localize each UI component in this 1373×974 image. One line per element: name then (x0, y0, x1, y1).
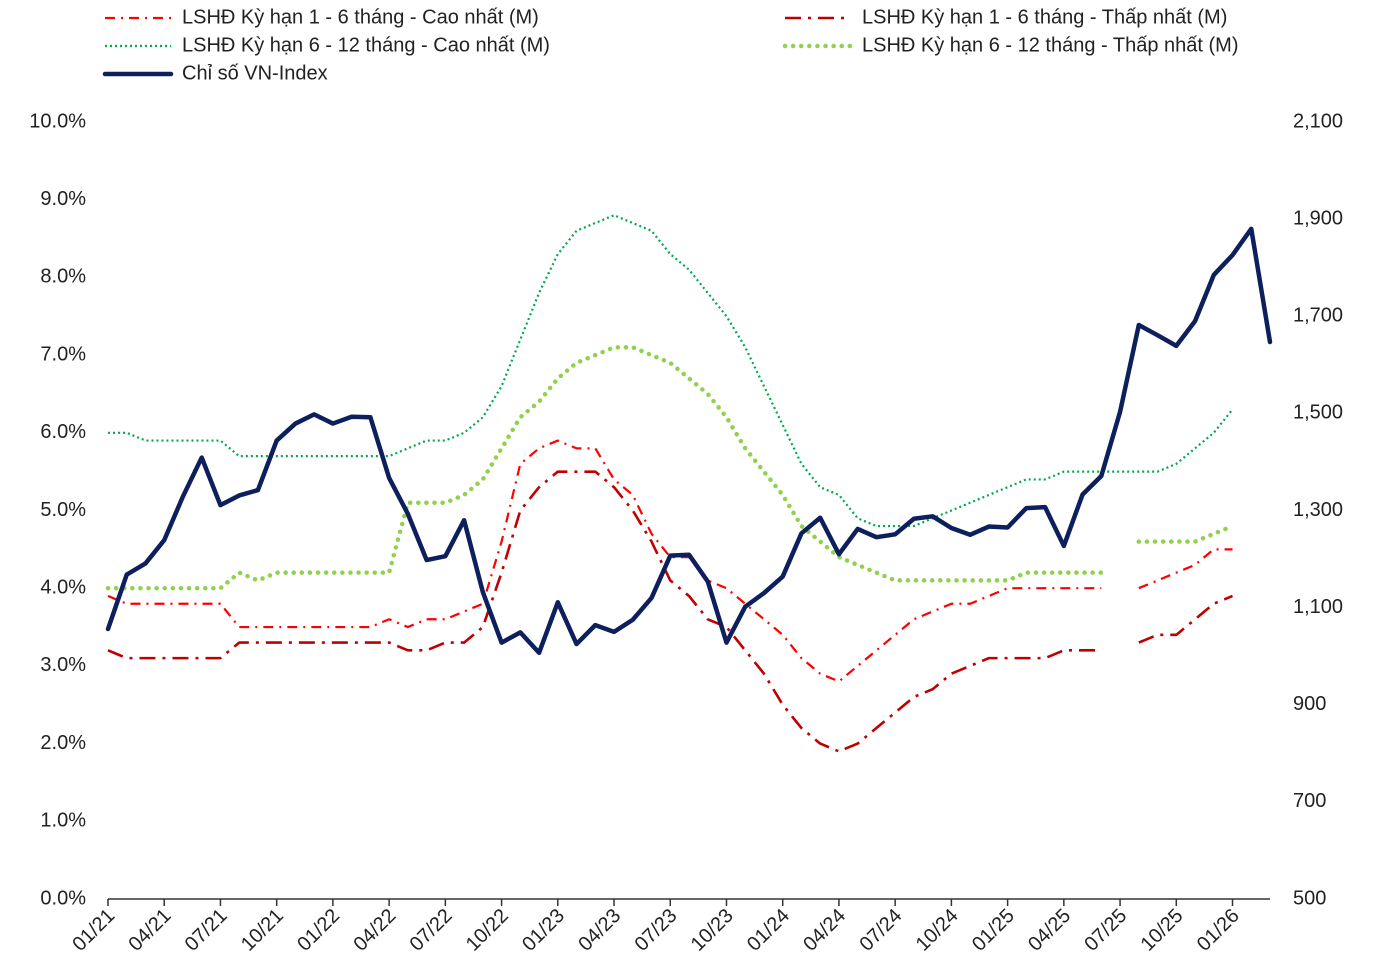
y2-tick-label: 1,500 (1293, 402, 1343, 424)
series-line (105, 226, 1273, 656)
legend-item: Chỉ số VN-Index (102, 62, 328, 84)
x-tick-label: 10/23 (687, 905, 738, 956)
y-tick-label: 0.0% (40, 887, 86, 909)
legend-item: LSHĐ Kỳ hạn 6 - 12 tháng - Cao nhất (M) (105, 34, 550, 56)
x-tick-label: 04/22 (349, 905, 400, 956)
x-tick-label: 10/25 (1137, 905, 1188, 956)
y2-tick-label: 1,900 (1293, 207, 1343, 229)
x-tick-label: 04/25 (1024, 905, 1075, 956)
y-tick-label: 6.0% (40, 421, 86, 443)
x-tick-label: 01/26 (1193, 905, 1244, 956)
x-tick-label: 01/24 (743, 905, 794, 956)
y-tick-label: 10.0% (29, 110, 86, 132)
legend-label: LSHĐ Kỳ hạn 1 - 6 tháng - Thấp nhất (M) (862, 6, 1227, 28)
x-tick-label: 10/21 (237, 905, 288, 956)
legend-item: LSHĐ Kỳ hạn 6 - 12 tháng - Thấp nhất (M) (782, 34, 1239, 56)
y2-tick-label: 500 (1293, 887, 1326, 909)
y-tick-label: 4.0% (40, 576, 86, 598)
x-tick-label: 04/21 (125, 905, 176, 956)
y-tick-label: 1.0% (40, 810, 86, 832)
y-tick-label: 5.0% (40, 499, 86, 521)
x-tick-label: 07/25 (1080, 905, 1131, 956)
x-tick-label: 07/23 (631, 905, 682, 956)
y-tick-label: 8.0% (40, 266, 86, 288)
y2-tick-label: 900 (1293, 693, 1326, 715)
y-tick-label: 2.0% (40, 732, 86, 754)
y-tick-label: 3.0% (40, 654, 86, 676)
y2-tick-label: 1,300 (1293, 499, 1343, 521)
legend-label: LSHĐ Kỳ hạn 1 - 6 tháng - Cao nhất (M) (182, 6, 539, 28)
legend-label: Chỉ số VN-Index (182, 62, 328, 84)
x-tick-label: 01/22 (293, 905, 344, 956)
x-tick-label: 01/25 (968, 905, 1019, 956)
series-line (107, 470, 1234, 753)
legend-item: LSHĐ Kỳ hạn 1 - 6 tháng - Thấp nhất (M) (785, 6, 1227, 28)
y2-tick-label: 700 (1293, 790, 1326, 812)
x-tick-label: 10/24 (912, 905, 963, 956)
x-tick-label: 04/23 (574, 905, 625, 956)
series-line (108, 214, 1234, 528)
x-tick-label: 04/24 (799, 905, 850, 956)
y2-tick-label: 1,700 (1293, 305, 1343, 327)
x-tick-label: 07/24 (855, 905, 906, 956)
x-tick-label: 01/23 (518, 905, 569, 956)
series-line (105, 345, 1235, 591)
x-tick-label: 07/22 (406, 905, 457, 956)
x-tick-label: 10/22 (462, 905, 513, 956)
x-tick-label: 01/21 (68, 905, 119, 956)
x-tick-label: 07/21 (181, 905, 232, 956)
y2-tick-label: 2,100 (1293, 110, 1343, 132)
y2-tick-label: 1,100 (1293, 596, 1343, 618)
y-tick-label: 9.0% (40, 188, 86, 210)
legend-label: LSHĐ Kỳ hạn 6 - 12 tháng - Thấp nhất (M) (862, 34, 1239, 56)
series-line (107, 439, 1233, 683)
legend-label: LSHĐ Kỳ hạn 6 - 12 tháng - Cao nhất (M) (182, 34, 550, 56)
y-tick-label: 7.0% (40, 343, 86, 365)
legend-item: LSHĐ Kỳ hạn 1 - 6 tháng - Cao nhất (M) (105, 6, 539, 28)
